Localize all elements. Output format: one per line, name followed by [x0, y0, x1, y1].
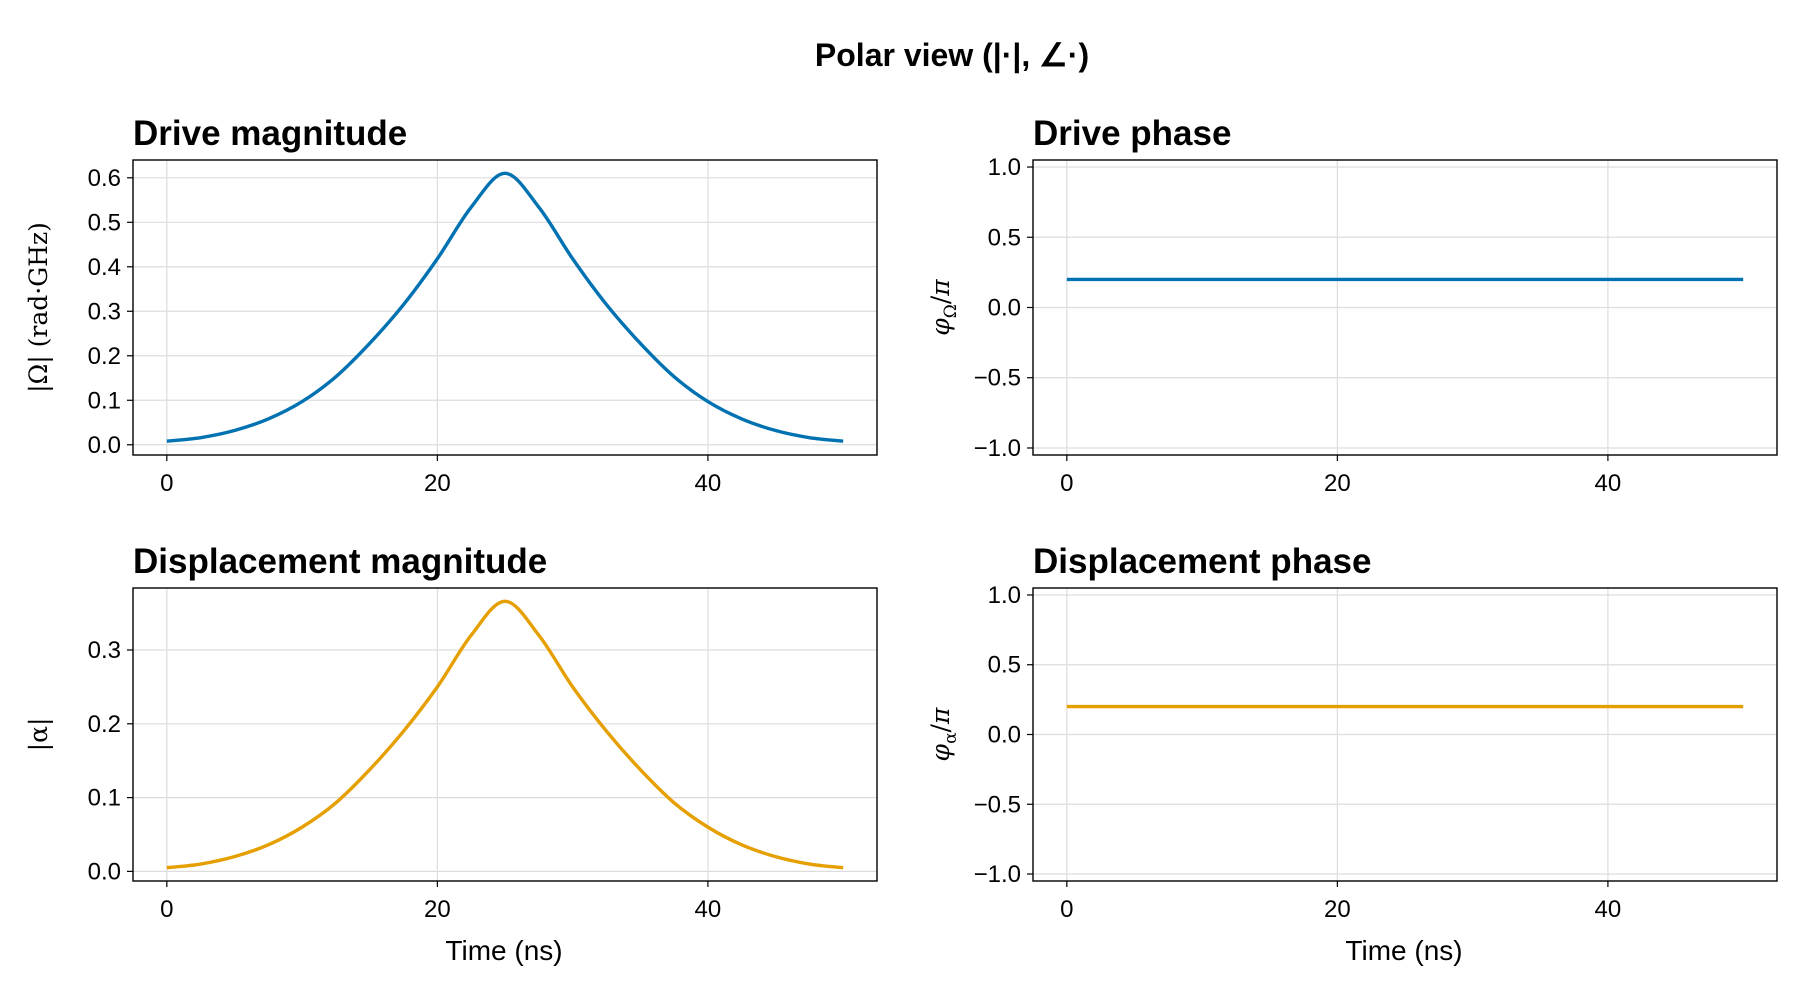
y-tick-label: −0.5 — [974, 365, 1021, 392]
x-tick-label: 0 — [160, 896, 173, 923]
y-axis-label: |α| — [24, 718, 54, 752]
plot-frame — [132, 159, 878, 456]
series-line-1 — [166, 599, 844, 870]
x-tick-label: 20 — [1324, 896, 1351, 923]
y-tick-label: −1.0 — [974, 861, 1021, 888]
y-tick-label: 1.0 — [988, 154, 1021, 181]
y-tick-label: 0.0 — [988, 295, 1021, 322]
y-tick-label: 0.3 — [88, 637, 121, 664]
panel-title: Drive magnitude — [133, 114, 407, 153]
panel-title: Displacement phase — [1033, 542, 1371, 581]
x-axis-label: Time (ns) — [445, 935, 562, 966]
series-line-1 — [166, 171, 844, 443]
y-tick-label: 0.5 — [988, 652, 1021, 679]
panel-title: Displacement magnitude — [133, 542, 547, 581]
y-tick-label: 0.2 — [88, 711, 121, 738]
plot-frame — [132, 587, 878, 882]
x-tick-label: 20 — [424, 470, 451, 497]
y-axis-label: φΩ/π — [926, 279, 961, 336]
chart-panel-3: Displacement magnitude 0 20 40 0.0 0.1 0.2 0.3 |… — [24, 542, 878, 966]
panel-title: Drive phase — [1033, 114, 1231, 153]
y-tick-label: 0.1 — [88, 387, 121, 414]
y-axis-label: |Ω| (rad·GHz) — [24, 222, 54, 393]
x-tick-label: 20 — [1324, 470, 1351, 497]
y-tick-label: 0.0 — [88, 432, 121, 459]
chart-panel-1: Drive magnitude 0 20 40 0.0 0.1 0.2 0.3 0.4 0.5 0.… — [24, 114, 878, 497]
x-tick-label: 40 — [1595, 470, 1622, 497]
y-tick-label: 0.1 — [88, 785, 121, 812]
x-tick-label: 40 — [1595, 896, 1622, 923]
y-tick-label: 0.3 — [88, 298, 121, 325]
y-tick-label: 0.0 — [88, 858, 121, 885]
y-tick-label: 0.5 — [88, 209, 121, 236]
y-tick-label: 0.4 — [88, 254, 121, 281]
x-axis-label: Time (ns) — [1345, 935, 1462, 966]
chart-panel-4: Displacement phase 0 20 40 −1.0 −0.5 0.0 0.5 1.0… — [926, 542, 1778, 966]
chart-panel-2: Drive phase 0 20 40 −1.0 −0.5 0.0 0.5 1.0 φΩ/π — [926, 114, 1778, 497]
y-tick-label: 0.6 — [88, 165, 121, 192]
x-tick-label: 20 — [424, 896, 451, 923]
x-tick-label: 0 — [160, 470, 173, 497]
y-tick-label: 0.0 — [988, 722, 1021, 749]
x-tick-label: 40 — [695, 470, 722, 497]
figure-title: Polar view (|·|, ∠·) — [815, 37, 1089, 73]
y-tick-label: 1.0 — [988, 582, 1021, 609]
x-tick-label: 0 — [1060, 896, 1073, 923]
x-tick-label: 40 — [695, 896, 722, 923]
x-tick-label: 0 — [1060, 470, 1073, 497]
y-tick-label: −1.0 — [974, 435, 1021, 462]
y-tick-label: −0.5 — [974, 791, 1021, 818]
y-tick-label: 0.5 — [988, 224, 1021, 251]
y-axis-label: φα/π — [926, 707, 961, 761]
y-tick-label: 0.2 — [88, 343, 121, 370]
